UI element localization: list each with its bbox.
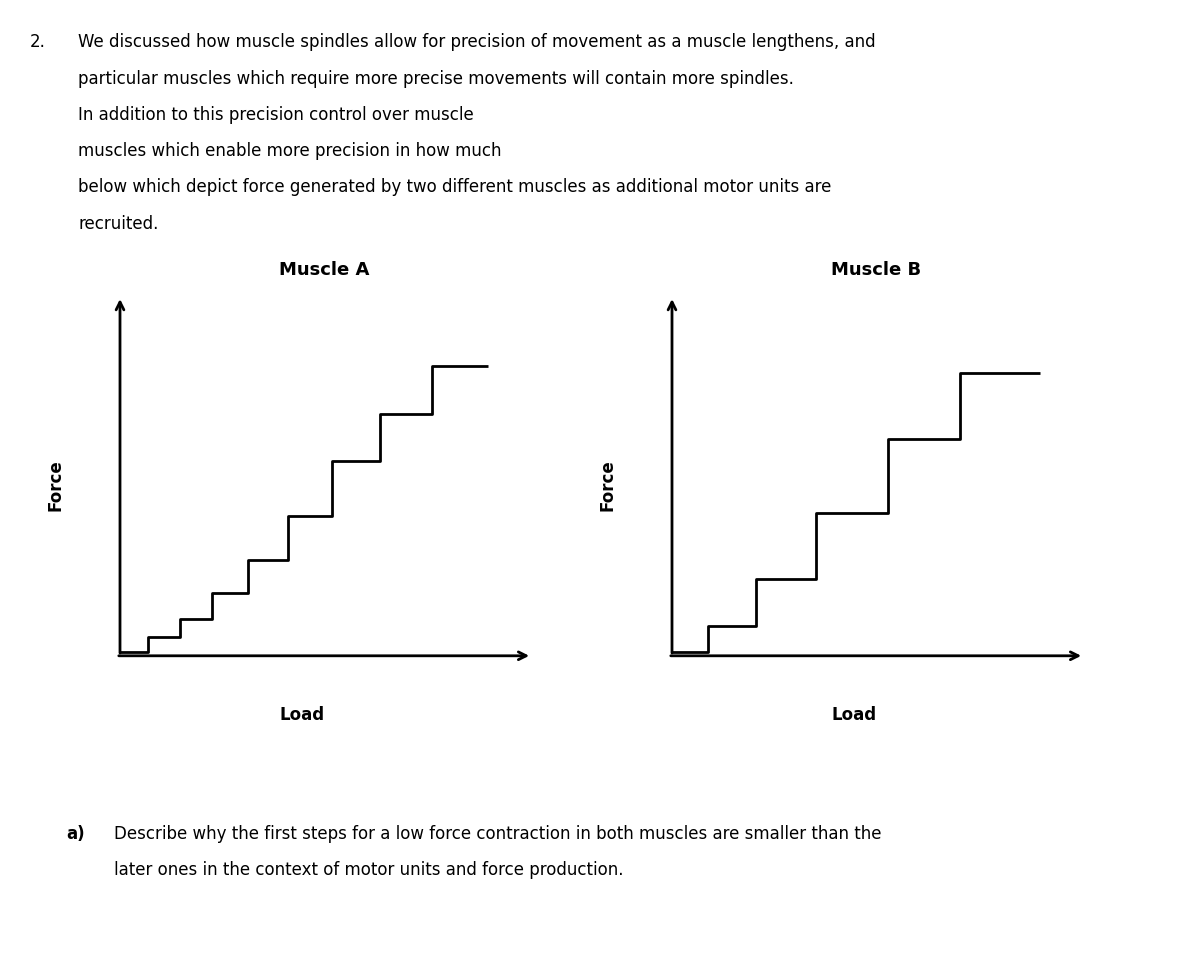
Text: Load: Load xyxy=(280,705,325,723)
Text: In addition to this precision control over muscle: In addition to this precision control ov… xyxy=(78,106,479,124)
Text: Force: Force xyxy=(599,458,617,510)
Text: below which depict force generated by two different muscles as additional motor : below which depict force generated by tw… xyxy=(78,178,832,196)
Text: particular muscles which require more precise movements will contain more spindl: particular muscles which require more pr… xyxy=(78,70,794,88)
Title: Muscle B: Muscle B xyxy=(830,261,922,279)
Text: muscles which enable more precision in how much: muscles which enable more precision in h… xyxy=(78,142,506,160)
Text: Force: Force xyxy=(47,458,65,510)
Text: Load: Load xyxy=(832,705,877,723)
Text: a): a) xyxy=(66,824,85,842)
Title: Muscle A: Muscle A xyxy=(278,261,370,279)
Text: later ones in the context of motor units and force production.: later ones in the context of motor units… xyxy=(114,861,624,879)
Text: 2.: 2. xyxy=(30,33,46,51)
Text: We discussed how muscle spindles allow for precision of movement as a muscle len: We discussed how muscle spindles allow f… xyxy=(78,33,876,51)
Text: Describe why the first steps for a low force contraction in both muscles are sma: Describe why the first steps for a low f… xyxy=(114,824,882,842)
Text: recruited.: recruited. xyxy=(78,214,158,233)
